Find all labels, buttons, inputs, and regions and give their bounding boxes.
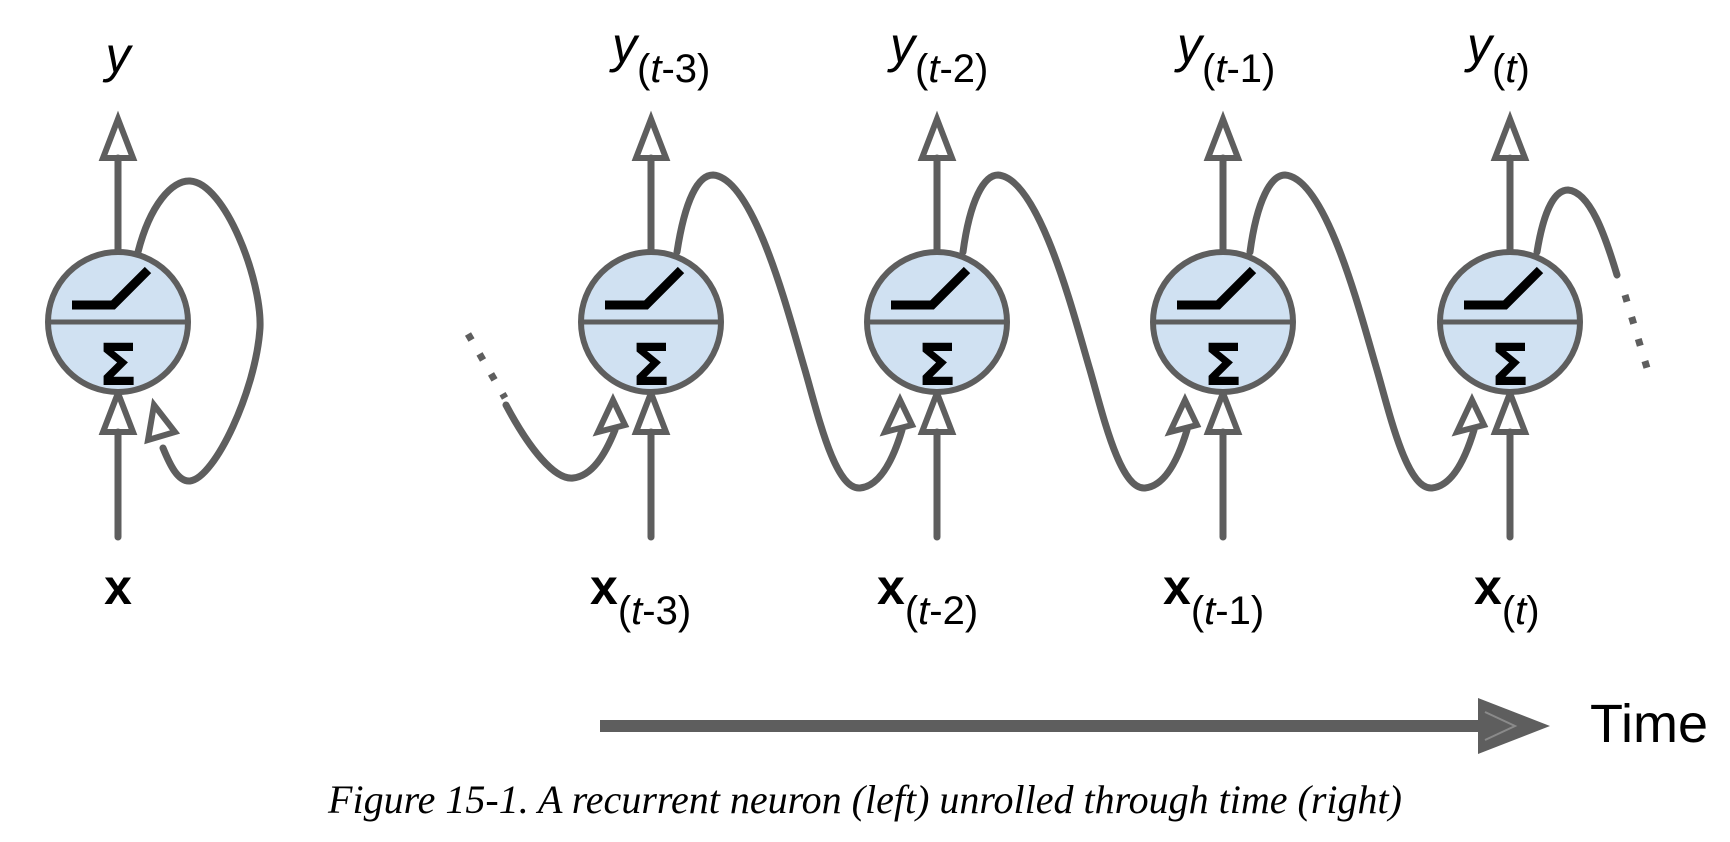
sum-icon: Σ [917, 331, 957, 399]
sum-icon: Σ [1203, 331, 1243, 399]
neuron-body: Σ [1437, 249, 1583, 399]
input-label: x(t-3) [590, 559, 691, 633]
output-arrowhead [631, 110, 671, 161]
timestep-t-2: Σ y(t-2) x(t-2) [864, 17, 1010, 633]
sum-icon: Σ [98, 331, 138, 399]
neuron-body: Σ [45, 249, 191, 399]
neuron-body: Σ [578, 249, 724, 399]
output-label: y(t) [1464, 17, 1530, 91]
input-label: x(t) [1474, 559, 1540, 633]
recurrent-arrowhead-t1 [1164, 393, 1202, 437]
activation-step-icon [72, 266, 152, 310]
output-label: y(t-3) [609, 17, 710, 91]
activation-step-icon [891, 266, 971, 310]
recurrent-arrowhead-t0 [1451, 393, 1489, 437]
recurrent-connection-outgoing [1533, 186, 1621, 279]
output-arrowhead [1490, 110, 1530, 161]
recurrent-connection-2 [959, 171, 1191, 492]
input-arrowhead [1490, 384, 1530, 435]
unrolled-network: Σ y(t-3) x(t-3) Σ y(t-2) x(t-2) [464, 17, 1654, 633]
leading-ellipsis [464, 332, 509, 400]
sum-icon: Σ [631, 331, 671, 399]
recurrent-connection-1 [673, 171, 906, 492]
incoming-recurrent-connection [502, 401, 619, 482]
recurrent-connection-3 [1246, 171, 1478, 492]
input-label: x [104, 559, 132, 615]
timestep-t-3: Σ y(t-3) x(t-3) [578, 17, 724, 633]
activation-step-icon [1177, 266, 1257, 310]
input-label: x(t-2) [877, 559, 978, 633]
figure-caption: Figure 15-1. A recurrent neuron (left) u… [328, 777, 1402, 822]
trailing-ellipsis [1621, 293, 1654, 380]
feedback-arrowhead [144, 397, 181, 445]
input-label: x(t-1) [1163, 559, 1264, 633]
neuron-body: Σ [864, 249, 1010, 399]
feedback-loop [134, 177, 264, 485]
output-label: y(t-2) [887, 17, 988, 91]
recurrent-arrowhead-t3 [592, 393, 630, 437]
neuron-body: Σ [1150, 249, 1296, 399]
output-label: y(t-1) [1174, 17, 1275, 91]
time-arrowhead-highlight [1484, 711, 1518, 741]
input-arrowhead [631, 384, 671, 435]
time-label: Time [1590, 694, 1708, 754]
output-arrowhead [917, 110, 957, 161]
output-arrowhead [98, 110, 138, 161]
input-arrowhead [98, 384, 138, 435]
timestep-t: Σ y(t) x(t) [1437, 17, 1583, 633]
recurrent-arrowhead-t2 [879, 393, 917, 437]
output-arrowhead [1203, 110, 1243, 161]
time-axis: Time [600, 694, 1708, 754]
timestep-t-1: Σ y(t-1) x(t-1) [1150, 17, 1296, 633]
input-arrowhead [917, 384, 957, 435]
sum-icon: Σ [1490, 331, 1530, 399]
activation-step-icon [605, 266, 685, 310]
output-label: y [103, 27, 134, 83]
recurrent-neuron: Σ y x [45, 27, 264, 615]
input-arrowhead [1203, 384, 1243, 435]
activation-step-icon [1464, 266, 1544, 310]
